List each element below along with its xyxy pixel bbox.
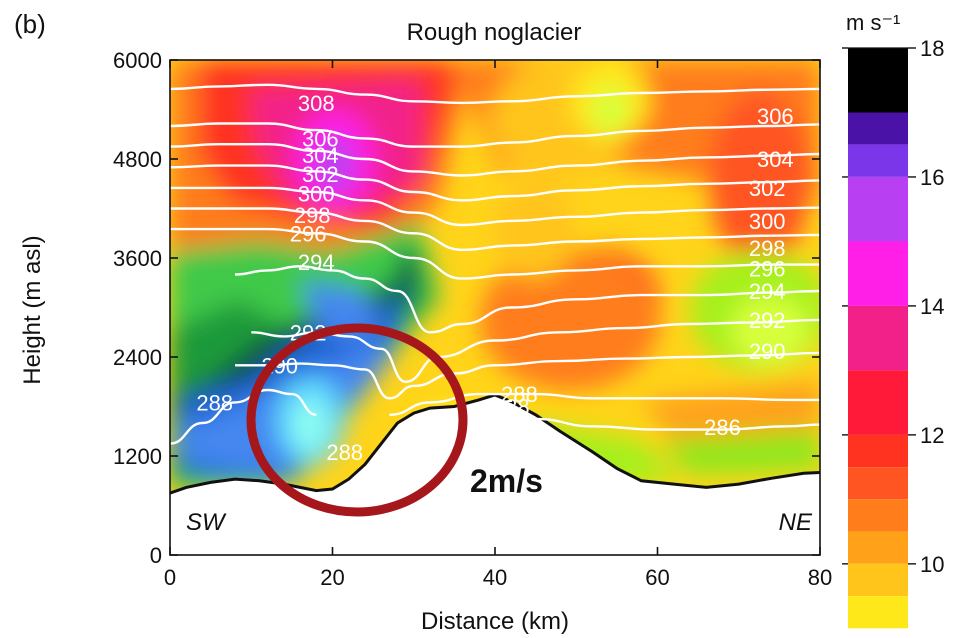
x-tick-label: 60 bbox=[645, 565, 669, 590]
terrain-fill bbox=[170, 395, 820, 555]
isentrope-line-306 bbox=[170, 122, 820, 148]
colorbar-level bbox=[848, 48, 908, 113]
x-axis-ticks: 0 20 40 60 80 bbox=[164, 60, 832, 590]
panel-label: (b) bbox=[14, 9, 46, 39]
isentrope-line-296 bbox=[170, 227, 820, 280]
y-tick-label: 1200 bbox=[113, 444, 162, 469]
isentrope-label-298: 298 bbox=[749, 236, 786, 261]
colorbar bbox=[848, 47, 908, 629]
x-axis-label: Distance (km) bbox=[421, 608, 569, 635]
isentrope-label-288: 288 bbox=[326, 440, 363, 465]
isentrope-line-304 bbox=[170, 142, 820, 177]
isentrope-label-302: 302 bbox=[749, 176, 786, 201]
isentrope-line-294 bbox=[234, 265, 820, 334]
y-tick-label: 0 bbox=[150, 543, 162, 568]
x-tick-label: 80 bbox=[808, 565, 832, 590]
side-label-ne: NE bbox=[779, 509, 813, 536]
isentrope-label-300: 300 bbox=[749, 209, 786, 234]
isentrope-line-308 bbox=[170, 83, 820, 105]
colorbar-level bbox=[848, 499, 908, 532]
colorbar-level bbox=[848, 531, 908, 564]
isentrope-label-298: 298 bbox=[294, 203, 331, 228]
isentrope-label-288: 288 bbox=[196, 390, 233, 415]
y-tick-label: 2400 bbox=[113, 345, 162, 370]
isentrope-label-302: 302 bbox=[302, 162, 339, 187]
colorbar-level bbox=[848, 563, 908, 596]
colorbar-level bbox=[848, 305, 908, 371]
colorbar-level bbox=[848, 596, 908, 629]
colorbar-tick-label: 14 bbox=[920, 294, 944, 319]
annotation-text: 2m/s bbox=[470, 463, 543, 499]
isentrope-label-286: 286 bbox=[704, 415, 741, 440]
isentrope-label-292: 292 bbox=[749, 308, 786, 333]
isentrope-label-294: 294 bbox=[749, 279, 786, 304]
isentrope-label-304: 304 bbox=[302, 143, 339, 168]
y-tick-label: 6000 bbox=[113, 48, 162, 73]
colorbar-tick-label: 18 bbox=[920, 36, 944, 61]
colorbar-level bbox=[848, 370, 908, 435]
isentrope-line-302 bbox=[170, 164, 820, 202]
colorbar-level bbox=[848, 434, 908, 468]
colorbar-level bbox=[848, 144, 908, 177]
x-tick-label: 40 bbox=[483, 565, 507, 590]
colorbar-tick-label: 12 bbox=[920, 423, 944, 448]
colorbar-level bbox=[848, 177, 908, 242]
side-label-sw: SW bbox=[186, 509, 227, 536]
y-axis-ticks: 0 1200 2400 3600 4800 6000 bbox=[113, 48, 820, 568]
isentrope-label-296: 296 bbox=[290, 221, 327, 246]
colorbar-tick-label: 16 bbox=[920, 165, 944, 190]
colorbar-unit: m s⁻¹ bbox=[846, 10, 900, 35]
colorbar-level bbox=[848, 112, 908, 145]
isentrope-label-300: 300 bbox=[298, 182, 335, 207]
isentrope-lines bbox=[170, 83, 820, 445]
x-tick-label: 0 bbox=[164, 565, 176, 590]
isentrope-label-290: 290 bbox=[749, 339, 786, 364]
isentrope-label-304: 304 bbox=[757, 147, 794, 172]
isentrope-label-306: 306 bbox=[757, 104, 794, 129]
y-tick-label: 3600 bbox=[113, 246, 162, 271]
isentrope-line-288 bbox=[389, 392, 820, 416]
isentrope-label-308: 308 bbox=[298, 91, 335, 116]
colorbar-ticks: 10 12 14 16 18 bbox=[842, 36, 944, 577]
y-tick-label: 4800 bbox=[113, 147, 162, 172]
y-axis-label: Height (m asl) bbox=[19, 235, 46, 384]
annotation-circle bbox=[246, 323, 468, 517]
colorbar-tick-label: 10 bbox=[920, 552, 944, 577]
isentrope-label-296: 296 bbox=[749, 257, 786, 282]
colorbar-level bbox=[848, 467, 908, 500]
isentrope-label-294: 294 bbox=[298, 250, 335, 275]
chart-title: Rough noglacier bbox=[407, 19, 582, 46]
colorbar-level bbox=[848, 241, 908, 306]
isentrope-line-300 bbox=[170, 186, 820, 227]
isentrope-label-306: 306 bbox=[302, 126, 339, 151]
field-blobs bbox=[170, 60, 820, 490]
isentrope-line-286 bbox=[535, 417, 820, 431]
isentrope-label-288: 288 bbox=[493, 395, 530, 420]
isentrope-line-298 bbox=[170, 207, 820, 252]
isentrope-label-288: 288 bbox=[501, 382, 538, 407]
x-tick-label: 20 bbox=[320, 565, 344, 590]
